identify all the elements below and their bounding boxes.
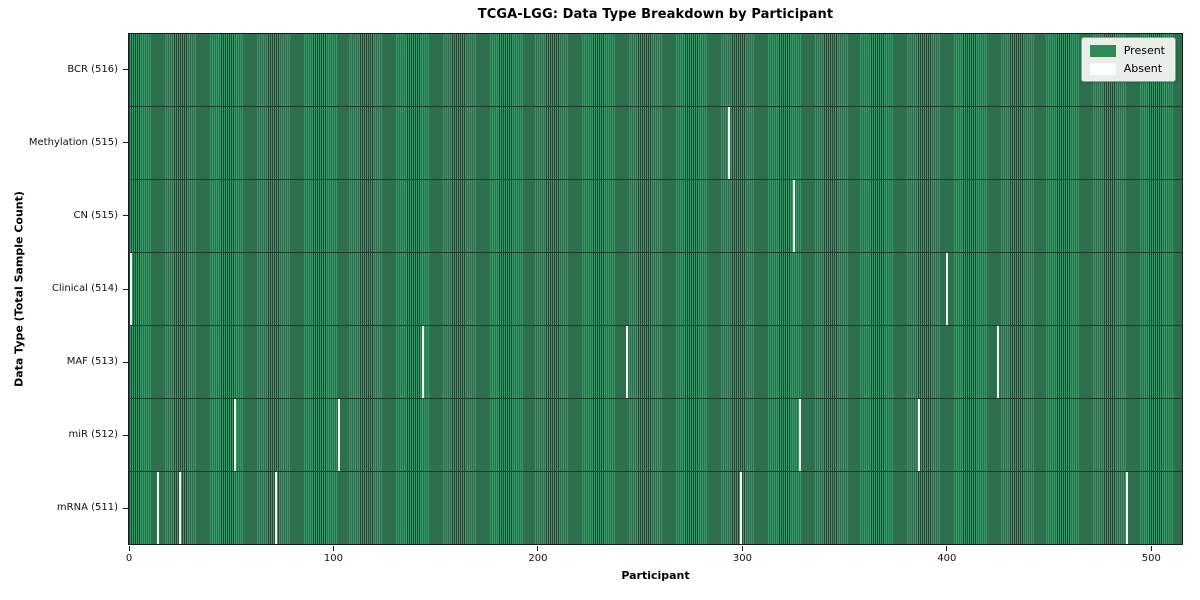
y-tick-label: BCR (516) xyxy=(67,63,118,75)
absent-marker xyxy=(338,399,341,471)
y-tick xyxy=(123,361,128,363)
x-tick xyxy=(537,546,539,551)
y-tick-label: miR (512) xyxy=(68,429,118,441)
absent-marker xyxy=(917,399,920,471)
legend-label-present: Present xyxy=(1123,44,1165,57)
y-tick xyxy=(123,69,128,71)
y-tick-label: MAF (513) xyxy=(66,356,118,368)
x-tick-label: 400 xyxy=(937,553,957,564)
legend-label-absent: Absent xyxy=(1123,62,1163,75)
y-tick-label: CN (515) xyxy=(73,209,118,221)
x-tick xyxy=(332,546,334,551)
absent-marker xyxy=(1125,472,1128,544)
x-tick-label: 0 xyxy=(125,553,133,564)
plot-area xyxy=(128,33,1183,545)
x-tick xyxy=(946,546,948,551)
absent-marker xyxy=(727,107,730,179)
heatmap-row xyxy=(129,107,1182,180)
y-tick xyxy=(123,434,128,436)
x-tick-label: 200 xyxy=(528,553,548,564)
x-tick-label: 100 xyxy=(323,553,344,564)
heatmap-row xyxy=(129,180,1182,253)
heatmap-row xyxy=(129,34,1182,107)
legend-swatch-present-icon xyxy=(1089,44,1116,57)
y-tick-label: mRNA (511) xyxy=(56,502,118,514)
x-tick xyxy=(741,546,743,551)
absent-marker xyxy=(997,326,1000,398)
y-tick xyxy=(123,507,128,509)
absent-marker xyxy=(179,472,182,544)
absent-marker xyxy=(625,326,628,398)
heatmap-row xyxy=(129,399,1182,472)
absent-marker xyxy=(793,180,796,252)
absent-marker xyxy=(130,253,133,325)
x-tick xyxy=(128,546,130,551)
absent-marker xyxy=(156,472,159,544)
heatmap-row xyxy=(129,253,1182,326)
y-tick xyxy=(123,215,128,217)
absent-marker xyxy=(740,472,743,544)
absent-marker xyxy=(799,399,802,471)
absent-marker xyxy=(421,326,424,398)
absent-marker xyxy=(234,399,237,471)
x-tick xyxy=(1150,546,1152,551)
y-tick-label: Methylation (515) xyxy=(28,136,118,148)
chart-title: TCGA-LGG: Data Type Breakdown by Partici… xyxy=(477,7,834,22)
absent-marker xyxy=(274,472,277,544)
y-tick xyxy=(123,288,128,290)
absent-marker xyxy=(946,253,949,325)
y-tick-label: Clinical (514) xyxy=(51,283,118,294)
heatmap-row xyxy=(129,326,1182,399)
legend-swatch-absent-icon xyxy=(1089,62,1116,75)
x-tick-label: 500 xyxy=(1141,553,1161,564)
y-tick xyxy=(123,142,128,144)
legend-item-present: Present xyxy=(1089,44,1165,57)
heatmap-row xyxy=(129,472,1182,544)
legend-item-absent: Absent xyxy=(1089,62,1165,75)
x-tick-label: 300 xyxy=(732,553,752,564)
x-axis-label: Participant xyxy=(621,569,690,582)
legend: Present Absent xyxy=(1080,37,1176,82)
